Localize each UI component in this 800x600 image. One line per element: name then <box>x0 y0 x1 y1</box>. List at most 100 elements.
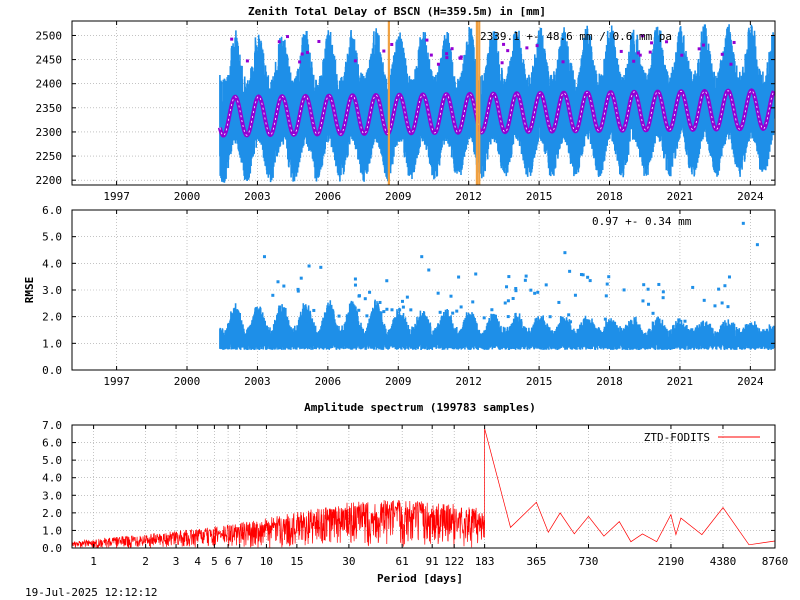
rmse-scatter-point <box>529 288 533 292</box>
rmse-scatter-point <box>409 308 413 312</box>
spectrum-panel: 1 2 3 4 5 6 7 10 15 30 61 91 122 183 365 730 2190 4380 876… <box>42 419 788 585</box>
ztd-outlier-point <box>506 49 510 53</box>
x-tick-label: 1997 <box>103 190 130 203</box>
rmse-scatter-point <box>337 314 341 318</box>
x-tick-label: 2012 <box>455 190 482 203</box>
ztd-outlier-point <box>680 53 684 57</box>
x-tick-label: 1997 <box>103 375 130 388</box>
ztd-outlier-point <box>245 59 249 63</box>
rmse-scatter-point <box>398 308 402 312</box>
rmse-scatter-point <box>353 277 357 281</box>
ztd-outlier-point <box>729 62 733 66</box>
rmse-scatter-point <box>607 275 611 279</box>
y-tick-label: 2200 <box>36 174 63 187</box>
rmse-scatter-point <box>683 319 687 323</box>
rmse-scatter-point <box>717 287 721 291</box>
y-tick-label: 4.0 <box>42 257 62 270</box>
rmse-outlier-point <box>307 264 311 268</box>
rmse-panel: 1997 2000 2003 2006 2009 2012 2015 2018 2021 2024… <box>23 204 776 388</box>
rmse-scatter-point <box>573 293 577 297</box>
ztd-outlier-point <box>390 42 394 46</box>
x-tick-label: 2190 <box>658 555 685 568</box>
ztd-outlier-point <box>502 42 506 46</box>
x-tick-label: 4 <box>194 555 201 568</box>
rmse-scatter-point <box>490 308 494 312</box>
x-tick-label: 61 <box>396 555 409 568</box>
rmse-scatter-point <box>677 318 681 322</box>
rmse-scatter-point <box>642 283 646 287</box>
rmse-scatter-point <box>569 320 573 324</box>
rmse-scatter-point <box>400 299 404 303</box>
x-tick-label: 2006 <box>315 190 342 203</box>
ztd-outlier-point <box>732 40 736 44</box>
rmse-scatter-point <box>702 298 706 302</box>
rmse-scatter-point <box>506 315 510 319</box>
ztd-outlier-point <box>317 39 321 43</box>
rmse-scatter-point <box>604 294 608 298</box>
rmse-outlier-point <box>563 251 567 255</box>
y-tick-label: 2250 <box>36 150 63 163</box>
rmse-scatter-point <box>436 291 440 295</box>
y-tick-label: 3.0 <box>42 284 62 297</box>
rmse-scatter-point <box>312 308 316 312</box>
ztd-model-centerline <box>219 89 775 136</box>
ztd-outlier-point <box>632 59 636 63</box>
x-tick-label: 2012 <box>455 375 482 388</box>
x-tick-label: 1 <box>90 555 97 568</box>
x-tick-label: 3 <box>173 555 180 568</box>
rmse-scatter-point <box>390 308 394 312</box>
rmse-scatter-point <box>524 274 528 278</box>
ztd-outlier-point <box>445 52 449 56</box>
rmse-scatter-point <box>661 296 665 300</box>
ztd-outlier-point <box>286 35 290 39</box>
ztd-outlier-point <box>720 52 724 56</box>
rmse-scatter-point <box>449 294 453 298</box>
rmse-scatter-point <box>647 302 651 306</box>
rmse-y-axis-label: RMSE <box>23 277 36 304</box>
rmse-scatter-point <box>514 287 518 291</box>
x-tick-label: 2003 <box>244 375 271 388</box>
rmse-scatter-point <box>661 290 665 294</box>
ztd-outlier-point <box>561 60 565 64</box>
rmse-scatter-point <box>296 287 300 291</box>
x-tick-label: 4380 <box>710 555 737 568</box>
x-tick-label: 2021 <box>667 190 694 203</box>
x-tick-label: 2015 <box>526 375 553 388</box>
rmse-scatter-point <box>657 282 661 286</box>
x-tick-label: 6 <box>225 555 232 568</box>
ztd-series <box>217 21 776 185</box>
rmse-scatter-point <box>536 290 540 294</box>
ztd-outlier-point <box>650 41 654 45</box>
y-tick-label: 2.0 <box>42 507 62 520</box>
rmse-scatter-point <box>723 284 727 288</box>
spectrum-ticks: 1 2 3 4 5 6 7 10 15 30 61 91 122 183 365 730 2190 4380 876… <box>42 419 788 568</box>
ztd-outlier-point <box>648 50 652 54</box>
rmse-outlier-point <box>420 255 424 259</box>
y-tick-label: 6.0 <box>42 204 62 217</box>
x-tick-label: 8760 <box>762 555 789 568</box>
x-tick-label: 2015 <box>526 190 553 203</box>
rmse-scatter-point <box>579 273 583 277</box>
x-tick-label: 2024 <box>737 375 764 388</box>
rmse-scatter-point <box>459 305 463 309</box>
rmse-values <box>219 299 775 350</box>
y-tick-label: 2.0 <box>42 311 62 324</box>
rmse-scatter-point <box>455 309 459 313</box>
x-tick-label: 2021 <box>667 375 694 388</box>
rmse-outlier-point <box>319 265 323 269</box>
ztd-outlier-point <box>429 53 433 57</box>
rmse-scatter-point <box>557 300 561 304</box>
ztd-outlier-point <box>445 56 449 60</box>
ztd-ticks: 1997 2000 2003 2006 2009 2012 2015 2018 2021 2024… <box>36 21 775 203</box>
ztd-outlier-point <box>436 62 440 66</box>
y-tick-label: 2450 <box>36 54 63 67</box>
y-tick-label: 2350 <box>36 102 63 115</box>
y-tick-label: 0.0 <box>42 542 62 555</box>
rmse-scatter-point <box>385 279 389 283</box>
rmse-scatter-point <box>482 316 486 320</box>
spectrum-chart-title: Amplitude spectrum (199783 samples) <box>304 401 536 414</box>
ztd-outlier-point <box>382 49 386 53</box>
ztd-outlier-point <box>425 38 429 42</box>
rmse-scatter-point <box>646 287 650 291</box>
